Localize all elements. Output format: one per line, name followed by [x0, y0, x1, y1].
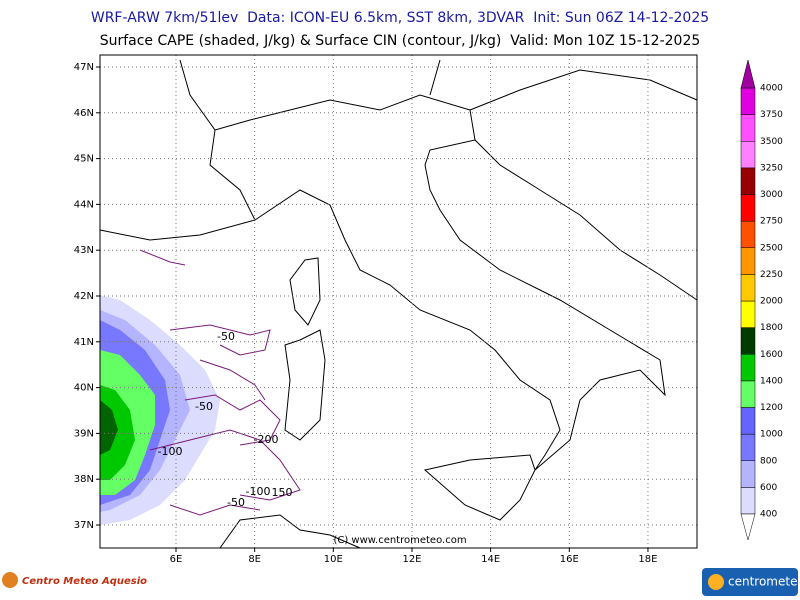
colorbar-label: 2000 — [760, 297, 783, 307]
left-logo: Centro Meteo Aquesio — [2, 572, 147, 588]
logo-text: Centro Meteo Aquesio — [22, 576, 147, 587]
logo-bg — [702, 568, 798, 596]
colorbar-label: 3250 — [760, 163, 783, 173]
colorbar-label: 1400 — [760, 376, 783, 386]
lat-label: 47N — [74, 62, 94, 73]
lon-label: 10E — [324, 554, 343, 565]
colorbar-label: 3750 — [760, 110, 783, 120]
colorbar-label: 1600 — [760, 350, 783, 360]
lat-label: 41N — [74, 337, 94, 348]
lon-label: 12E — [402, 554, 421, 565]
colorbar-label: 4000 — [760, 84, 783, 94]
lat-label: 38N — [74, 474, 94, 485]
logo-icon — [2, 572, 18, 588]
colorbar-over — [740, 59, 756, 89]
coastline — [289, 257, 321, 326]
colorbar-segment — [740, 300, 756, 328]
lat-label: 40N — [74, 383, 94, 394]
colorbar-label: 600 — [760, 483, 777, 493]
lon-label: 8E — [248, 554, 261, 565]
coastline — [99, 219, 256, 241]
colorbar-segment — [740, 194, 756, 222]
lat-label: 37N — [74, 520, 94, 531]
lat-label: 43N — [74, 245, 94, 256]
colorbar-under — [740, 513, 756, 541]
colorbar-label: 2250 — [760, 270, 783, 280]
colorbar-label: 2500 — [760, 243, 783, 253]
colorbar-segment — [740, 141, 756, 169]
cape-shade — [100, 400, 118, 455]
colorbar-segment — [740, 114, 756, 142]
contour-label: -50 — [227, 496, 245, 509]
colorbar-label: 3000 — [760, 190, 783, 200]
contour-label: 150 — [272, 486, 293, 499]
logo-icon — [708, 574, 724, 590]
graticule: 47N 46N 45N 44N 43N 42N 41N 40N 39N 38N 37N 6E 8E 10E… — [74, 55, 697, 565]
coastline — [474, 139, 698, 301]
right-logo: centrometeo — [702, 568, 800, 596]
colorbar-label: 800 — [760, 456, 777, 466]
colorbar-segment — [740, 460, 756, 488]
colorbar-segment — [740, 487, 756, 515]
colorbar: 400 600 800 1000 1200 1400 1600 1800 2000 2250 250… — [740, 59, 783, 541]
lat-label: 45N — [74, 154, 94, 165]
colorbar-segment — [740, 380, 756, 408]
credit: (C) www.centrometeo.com — [333, 535, 466, 546]
lon-label: 18E — [638, 554, 657, 565]
lon-label: 14E — [481, 554, 500, 565]
lon-label: 16E — [560, 554, 579, 565]
colorbar-segment — [740, 220, 756, 248]
contour-label: -100 — [246, 485, 271, 498]
contour-label: -50 — [195, 400, 213, 413]
header-line-1: WRF-ARW 7km/51lev Data: ICON-EU 6.5km, S… — [91, 10, 709, 26]
colorbar-label: 1800 — [760, 323, 783, 333]
colorbar-segment — [740, 167, 756, 195]
colorbar-label: 1000 — [760, 430, 783, 440]
lat-label: 42N — [74, 291, 94, 302]
colorbar-label: 1200 — [760, 403, 783, 413]
lon-label: 6E — [170, 554, 183, 565]
map-bg — [100, 55, 697, 548]
coastline — [423, 454, 536, 521]
contour-labels: -50-50-200-100-100 150-50 — [158, 330, 293, 509]
colorbar-segment — [740, 433, 756, 461]
coastline — [284, 329, 326, 441]
colorbar-segment — [740, 327, 756, 355]
map — [99, 55, 698, 549]
lat-label: 39N — [74, 428, 94, 439]
colorbar-label: 2750 — [760, 217, 783, 227]
lat-label: 46N — [74, 108, 94, 119]
map-frame — [99, 54, 698, 549]
colorbar-label: 3500 — [760, 137, 783, 147]
colorbar-segment — [740, 354, 756, 382]
colorbar-segment — [740, 247, 756, 275]
colorbar-segment — [740, 407, 756, 435]
colorbar-segment — [740, 87, 756, 115]
header-line-2: Surface CAPE (shaded, J/kg) & Surface CI… — [100, 33, 701, 49]
contour-label: -100 — [158, 445, 183, 458]
coastline — [209, 94, 666, 471]
colorbar-label: 400 — [760, 510, 777, 520]
lat-label: 44N — [74, 199, 94, 210]
logo-text: centrometeo — [728, 575, 800, 589]
colorbar-segment — [740, 274, 756, 302]
border — [179, 59, 698, 131]
contour-label: -50 — [217, 330, 235, 343]
cin-contours — [139, 249, 301, 516]
contour-label: -200 — [254, 433, 279, 446]
